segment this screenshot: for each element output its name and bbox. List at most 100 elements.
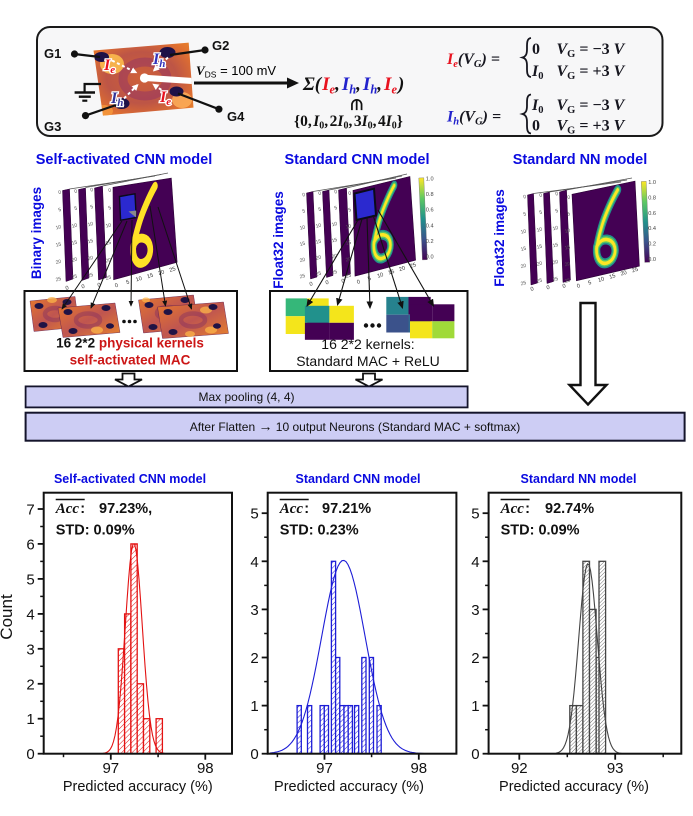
svg-text:Ih(VG) =: Ih(VG) = [446,109,501,128]
svg-text:25: 25 [409,262,417,270]
svg-text:Standard NN model: Standard NN model [521,472,637,486]
svg-text:STD: 0.09%: STD: 0.09% [501,523,580,539]
svg-text:G3: G3 [44,119,61,134]
svg-text:{0,I0,2I0,3I0,4I0}: {0,I0,2I0,3I0,4I0} [294,113,403,132]
svg-text:0: 0 [26,746,34,763]
svg-text:0: 0 [250,746,258,763]
svg-text:92: 92 [511,760,528,777]
svg-text:5: 5 [539,210,543,217]
svg-text:VG = +3 V: VG = +3 V [557,63,626,82]
svg-text:25: 25 [169,266,177,274]
svg-text:7: 7 [26,502,34,519]
svg-text:97.23%,: 97.23%, [99,501,152,517]
svg-text:25: 25 [564,278,571,285]
svg-text:25: 25 [552,276,559,283]
svg-text::: : [80,501,85,517]
svg-text:10: 10 [564,228,571,235]
svg-text:20: 20 [398,266,406,274]
svg-text:STD: 0.09%: STD: 0.09% [56,523,135,539]
svg-text:25: 25 [71,274,78,281]
svg-text:∈: ∈ [348,98,364,111]
svg-text:Max pooling (4, 4): Max pooling (4, 4) [198,390,294,404]
svg-text:5: 5 [334,205,338,212]
svg-text:97.21%: 97.21% [322,501,371,517]
svg-text:15: 15 [536,244,543,251]
svg-text:1: 1 [26,711,34,728]
svg-text:20: 20 [520,263,527,270]
svg-text:5: 5 [588,280,593,287]
svg-text:0: 0 [523,194,527,201]
svg-text:Standard CNN model: Standard CNN model [284,152,429,168]
svg-text:0: 0 [108,188,112,195]
svg-text:0.2: 0.2 [426,239,434,245]
svg-text:G4: G4 [227,109,245,124]
svg-text:Self-activated CNN model: Self-activated CNN model [54,472,206,486]
svg-text:5: 5 [471,506,479,523]
svg-text:20: 20 [315,255,322,262]
svg-text:0: 0 [539,193,543,200]
svg-text:10: 10 [552,225,559,232]
svg-text:20: 20 [87,255,94,262]
svg-text:VG = −3 V: VG = −3 V [557,41,626,60]
svg-text:16 2*2 kernels:: 16 2*2 kernels: [321,336,414,352]
svg-text:0: 0 [90,187,94,194]
svg-text:5: 5 [58,207,62,214]
svg-text:0.4: 0.4 [426,223,434,229]
svg-text:Ie(VG) =: Ie(VG) = [446,51,500,70]
svg-text:0: 0 [302,192,306,199]
svg-text:0.2: 0.2 [648,242,656,248]
svg-text:20: 20 [71,257,78,264]
svg-text:15: 15 [609,273,617,281]
svg-text:25: 25 [520,280,527,287]
svg-text:0: 0 [341,278,346,285]
svg-text:1.0: 1.0 [426,177,434,183]
svg-text:10: 10 [377,272,385,280]
svg-text:5: 5 [125,280,130,287]
svg-text:20: 20 [158,269,166,277]
svg-text:5: 5 [523,211,527,218]
svg-text:20: 20 [620,270,628,278]
svg-text:97: 97 [102,760,119,777]
svg-text:10: 10 [299,224,306,231]
svg-text:0: 0 [58,190,62,197]
svg-text:97: 97 [316,760,333,777]
svg-text:16 2*2 physical kernels: 16 2*2 physical kernels [56,336,204,351]
svg-text:15: 15 [345,240,352,247]
svg-text:Standard CNN model: Standard CNN model [295,472,420,486]
svg-text:0: 0 [471,746,479,763]
svg-text:Binary images: Binary images [29,187,44,279]
svg-text:15: 15 [146,273,154,281]
svg-text:I0: I0 [531,97,543,116]
svg-text:92.74%: 92.74% [545,501,594,517]
svg-text::: : [525,501,530,517]
svg-text:15: 15 [564,244,571,251]
svg-text:0: 0 [81,284,86,291]
svg-text:15: 15 [71,240,78,247]
svg-text:Acc: Acc [55,501,80,517]
svg-text:Predicted accuracy (%): Predicted accuracy (%) [274,779,424,795]
svg-text:Standard MAC + ReLU: Standard MAC + ReLU [296,353,440,369]
svg-text:20: 20 [564,261,571,268]
svg-text:0: 0 [567,195,571,202]
svg-text:Self-activated CNN model: Self-activated CNN model [36,152,212,168]
svg-text:VG = +3 V: VG = +3 V [557,118,626,137]
svg-text:Count: Count [0,594,16,640]
svg-text:10: 10 [345,223,352,230]
svg-text:15: 15 [331,237,338,244]
svg-text:93: 93 [607,760,624,777]
svg-text:15: 15 [55,241,62,248]
svg-text:0: 0 [65,285,70,292]
svg-text:2: 2 [471,650,479,667]
svg-text:5: 5 [348,207,352,214]
svg-text:0.8: 0.8 [648,195,656,201]
svg-text:15: 15 [552,242,559,249]
svg-text:1.0: 1.0 [648,180,656,186]
svg-text:10: 10 [331,221,338,228]
svg-text:0: 0 [348,191,352,198]
svg-text:98: 98 [197,760,214,777]
svg-text:5: 5 [250,506,258,523]
svg-text:10: 10 [536,227,543,234]
svg-text:Acc: Acc [500,501,525,517]
svg-text:2: 2 [250,650,258,667]
svg-text:25: 25 [345,273,352,280]
